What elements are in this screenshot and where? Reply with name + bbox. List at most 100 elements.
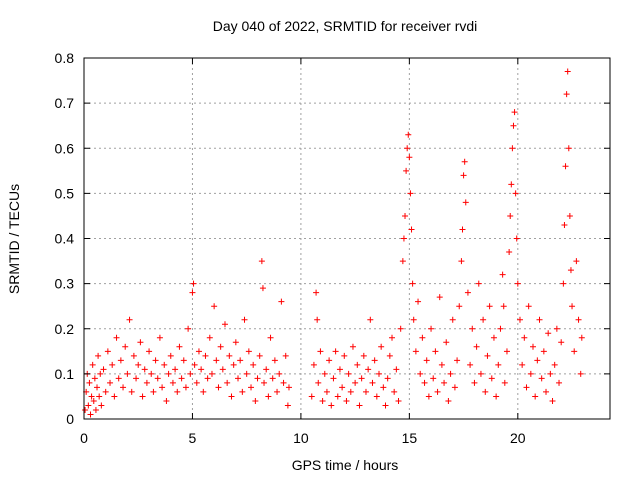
data-point — [402, 212, 409, 219]
data-points — [82, 68, 585, 418]
data-point — [428, 325, 435, 332]
data-point — [341, 352, 348, 359]
data-point — [211, 303, 218, 310]
data-point — [532, 393, 539, 400]
data-point — [503, 348, 510, 355]
data-point — [226, 352, 233, 359]
data-point — [567, 267, 574, 274]
data-point — [391, 388, 398, 395]
data-point — [87, 411, 94, 418]
data-point — [473, 343, 480, 350]
data-point — [471, 379, 478, 386]
data-point — [365, 366, 372, 373]
y-tick-label: 0.4 — [55, 231, 75, 247]
data-point — [462, 199, 469, 206]
data-point — [549, 397, 556, 404]
data-point — [107, 379, 114, 386]
data-point — [371, 357, 378, 364]
data-point — [152, 357, 159, 364]
data-point — [336, 366, 343, 373]
data-point — [464, 289, 471, 296]
data-point — [215, 384, 222, 391]
data-point — [141, 366, 148, 373]
data-point — [189, 289, 196, 296]
data-point — [96, 393, 103, 400]
data-point — [345, 370, 352, 377]
data-point — [85, 402, 92, 409]
data-point — [176, 343, 183, 350]
data-point — [356, 402, 363, 409]
data-point — [82, 406, 89, 413]
data-point — [332, 348, 339, 355]
data-point — [527, 370, 534, 377]
data-point — [167, 352, 174, 359]
data-point — [408, 226, 415, 233]
data-point — [258, 258, 265, 265]
data-point — [314, 316, 321, 323]
data-point — [389, 334, 396, 341]
data-point — [500, 303, 507, 310]
data-point — [577, 370, 584, 377]
data-point — [269, 375, 276, 382]
data-point — [540, 348, 547, 355]
data-point — [154, 375, 161, 382]
data-point — [393, 366, 400, 373]
data-point — [182, 384, 189, 391]
data-point — [276, 370, 283, 377]
data-point — [415, 298, 422, 305]
data-point — [243, 370, 250, 377]
data-point — [412, 348, 419, 355]
data-point — [117, 357, 124, 364]
data-point — [180, 357, 187, 364]
data-point — [523, 384, 530, 391]
data-point — [569, 303, 576, 310]
data-point — [369, 379, 376, 386]
data-point — [319, 397, 326, 404]
data-point — [407, 190, 414, 197]
data-point — [261, 379, 268, 386]
data-point — [563, 91, 570, 98]
data-point — [334, 393, 341, 400]
data-point — [510, 122, 517, 129]
data-point — [410, 316, 417, 323]
data-point — [486, 303, 493, 310]
data-point — [490, 334, 497, 341]
data-point — [317, 348, 324, 355]
data-point — [195, 348, 202, 355]
data-point — [509, 145, 516, 152]
data-point — [573, 258, 580, 265]
data-point — [113, 334, 120, 341]
chart-title: Day 040 of 2022, SRMTID for receiver rvd… — [213, 18, 478, 34]
data-point — [156, 334, 163, 341]
data-point — [358, 375, 365, 382]
data-point — [459, 226, 466, 233]
data-point — [499, 271, 506, 278]
data-point — [137, 339, 144, 346]
data-point — [282, 352, 289, 359]
data-point — [92, 406, 99, 413]
data-point — [493, 393, 500, 400]
data-point — [111, 393, 118, 400]
data-point — [321, 370, 328, 377]
y-tick-label: 0.5 — [55, 185, 75, 201]
data-point — [95, 352, 102, 359]
data-point — [278, 298, 285, 305]
data-point — [436, 294, 443, 301]
data-point — [159, 384, 166, 391]
data-point — [122, 343, 129, 350]
data-point — [174, 388, 181, 395]
data-point — [265, 393, 272, 400]
data-point — [525, 303, 532, 310]
data-point — [271, 357, 278, 364]
data-point — [115, 375, 122, 382]
data-point — [169, 379, 176, 386]
data-point — [323, 388, 330, 395]
data-point — [256, 352, 263, 359]
data-point — [553, 325, 560, 332]
data-point — [102, 388, 109, 395]
data-point — [488, 375, 495, 382]
data-point — [200, 388, 207, 395]
data-point — [308, 393, 315, 400]
y-tick-label: 0.8 — [55, 50, 75, 66]
data-point — [578, 334, 585, 341]
